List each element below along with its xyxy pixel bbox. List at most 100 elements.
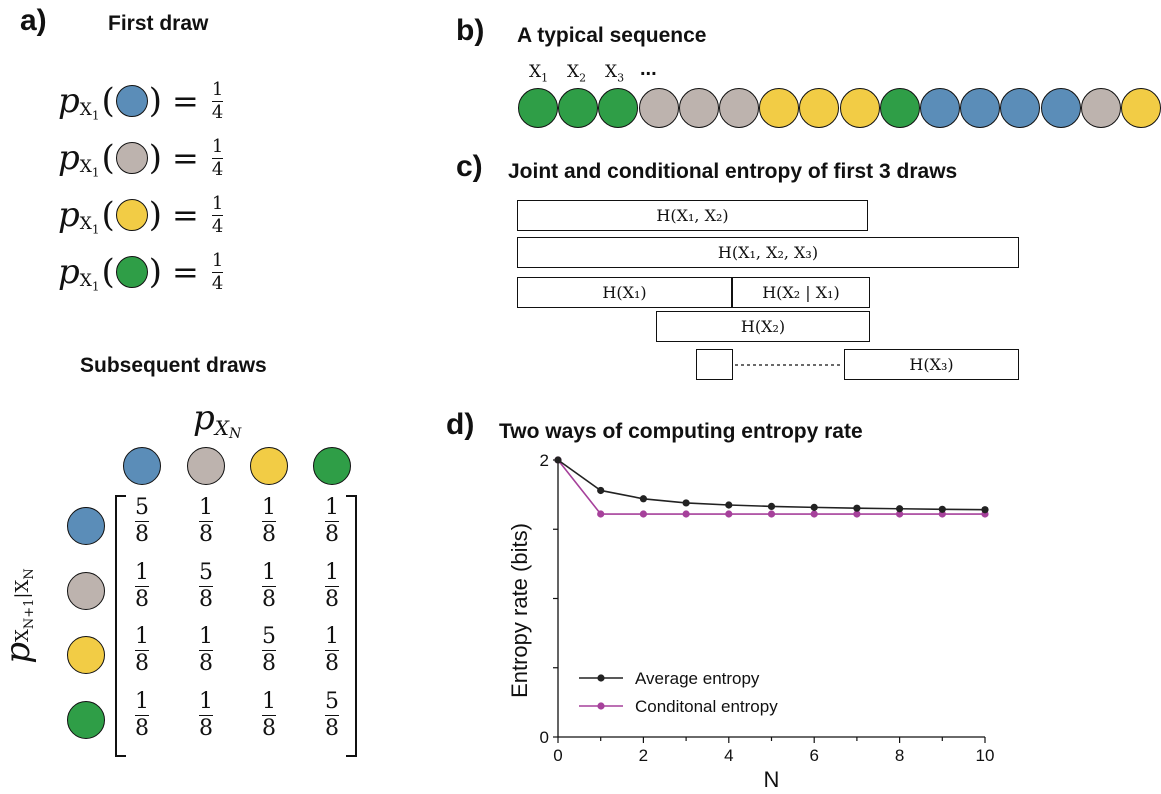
blue-sequence-ball-icon bbox=[1000, 88, 1041, 128]
matrix-value-numerator: 1 bbox=[325, 560, 339, 585]
x-tick-label: 0 bbox=[553, 746, 562, 765]
p-subscript-index: 1 bbox=[91, 279, 100, 294]
matrix-brackets bbox=[115, 495, 357, 757]
matrix-column-label-subsub: N bbox=[229, 426, 242, 442]
sequence-label-base: X bbox=[567, 62, 580, 82]
yellow-sequence-ball-icon bbox=[839, 88, 880, 128]
yellow-column-ball-icon bbox=[250, 447, 288, 485]
panel-c-title: Joint and conditional entropy of first 3… bbox=[508, 160, 958, 183]
matrix-value-numerator: 1 bbox=[325, 495, 339, 520]
p-subscript: X1 bbox=[80, 157, 100, 179]
open-paren: ( bbox=[101, 252, 115, 292]
yellow-sequence-ball-icon bbox=[759, 88, 800, 128]
p-symbol: p bbox=[58, 81, 80, 121]
equals-sign: = bbox=[172, 139, 199, 177]
series-point bbox=[639, 510, 647, 518]
green-sequence-ball-icon bbox=[558, 88, 599, 128]
matrix-row-label-subsub1: N+1 bbox=[22, 598, 37, 630]
circle-holder bbox=[115, 199, 148, 231]
series-point bbox=[725, 510, 733, 518]
close-paren: ) bbox=[148, 81, 163, 121]
gray-sequence-ball-icon bbox=[638, 88, 679, 128]
matrix-value-numerator: 5 bbox=[135, 495, 149, 520]
green-ball-icon bbox=[115, 256, 148, 288]
equals-sign: = bbox=[172, 253, 199, 291]
panel-b-letter: b) bbox=[456, 14, 485, 47]
p-subscript-x: X bbox=[79, 213, 92, 234]
p-subscript-x: X bbox=[79, 99, 92, 120]
series-point bbox=[896, 505, 904, 513]
legend-marker bbox=[597, 674, 605, 682]
sequence-label: X2 bbox=[567, 62, 586, 84]
matrix-value-numerator: 1 bbox=[199, 495, 213, 520]
gray-ball-icon bbox=[115, 142, 148, 174]
green-sequence-ball-icon bbox=[598, 88, 639, 128]
blue-row-ball-icon bbox=[67, 507, 105, 545]
matrix-value-numerator: 1 bbox=[262, 495, 276, 520]
first-draw-row: p X1() = 1 4 bbox=[58, 76, 226, 126]
panel-c-letter: c) bbox=[456, 150, 483, 183]
p-subscript: X1 bbox=[80, 214, 100, 236]
x-tick-label: 6 bbox=[809, 746, 818, 765]
matrix-value-denominator: 8 bbox=[135, 650, 149, 676]
matrix-value-denominator: 8 bbox=[325, 521, 339, 547]
series-point bbox=[682, 510, 690, 518]
sequence-label-sub: 2 bbox=[579, 71, 587, 85]
matrix-value-numerator: 1 bbox=[325, 624, 339, 649]
probability-fraction-denominator: 4 bbox=[211, 214, 224, 237]
blue-sequence-ball-icon bbox=[920, 88, 960, 128]
legend-label: Average entropy bbox=[635, 669, 760, 688]
p-symbol: p bbox=[58, 195, 80, 235]
p-subscript: X1 bbox=[80, 100, 100, 122]
matrix-value-numerator: 1 bbox=[262, 560, 276, 585]
blue-sequence-ball-icon bbox=[1040, 88, 1081, 128]
matrix-value-numerator: 1 bbox=[199, 689, 213, 714]
box-h-x2: H(X₂) bbox=[656, 311, 870, 342]
probability-fraction-numerator: 1 bbox=[211, 192, 224, 214]
matrix-value-denominator: 8 bbox=[325, 586, 339, 612]
sequence-label-sub: 3 bbox=[617, 71, 625, 85]
matrix-value-denominator: 8 bbox=[199, 521, 213, 547]
probability-fraction-numerator: 1 bbox=[211, 135, 224, 157]
green-row-ball-icon bbox=[67, 701, 105, 739]
sequence-label: X1 bbox=[529, 62, 548, 84]
open-paren: ( bbox=[101, 195, 115, 235]
matrix-value-denominator: 8 bbox=[325, 650, 339, 676]
p-subscript-x: X bbox=[79, 270, 92, 291]
series-point bbox=[981, 506, 989, 514]
matrix-value-numerator: 1 bbox=[135, 624, 149, 649]
x-tick-label: 10 bbox=[976, 746, 995, 765]
series-point bbox=[767, 502, 776, 510]
matrix-value-numerator: 5 bbox=[262, 624, 276, 649]
gray-column-ball-icon bbox=[187, 447, 225, 485]
series-point bbox=[853, 504, 861, 512]
equals-sign: = bbox=[172, 196, 199, 234]
panel-d-letter: d) bbox=[446, 408, 475, 441]
panel-a-letter: a) bbox=[20, 4, 47, 37]
dotted-connector bbox=[735, 364, 843, 366]
box-h-x3: H(X₃) bbox=[844, 349, 1019, 380]
y-axis-label: Entropy rate (bits) bbox=[507, 523, 532, 698]
matrix-column-label-sub: X bbox=[214, 416, 230, 440]
yellow-ball-icon bbox=[115, 199, 148, 231]
entropy-rate-chart: 0 2 0 2 4 6 8 10 N Entropy rate (bits) Average ent… bbox=[507, 451, 995, 792]
p-subscript-x: X bbox=[79, 156, 92, 177]
matrix-value-denominator: 8 bbox=[262, 586, 276, 612]
probability-fraction-denominator: 4 bbox=[211, 157, 224, 180]
